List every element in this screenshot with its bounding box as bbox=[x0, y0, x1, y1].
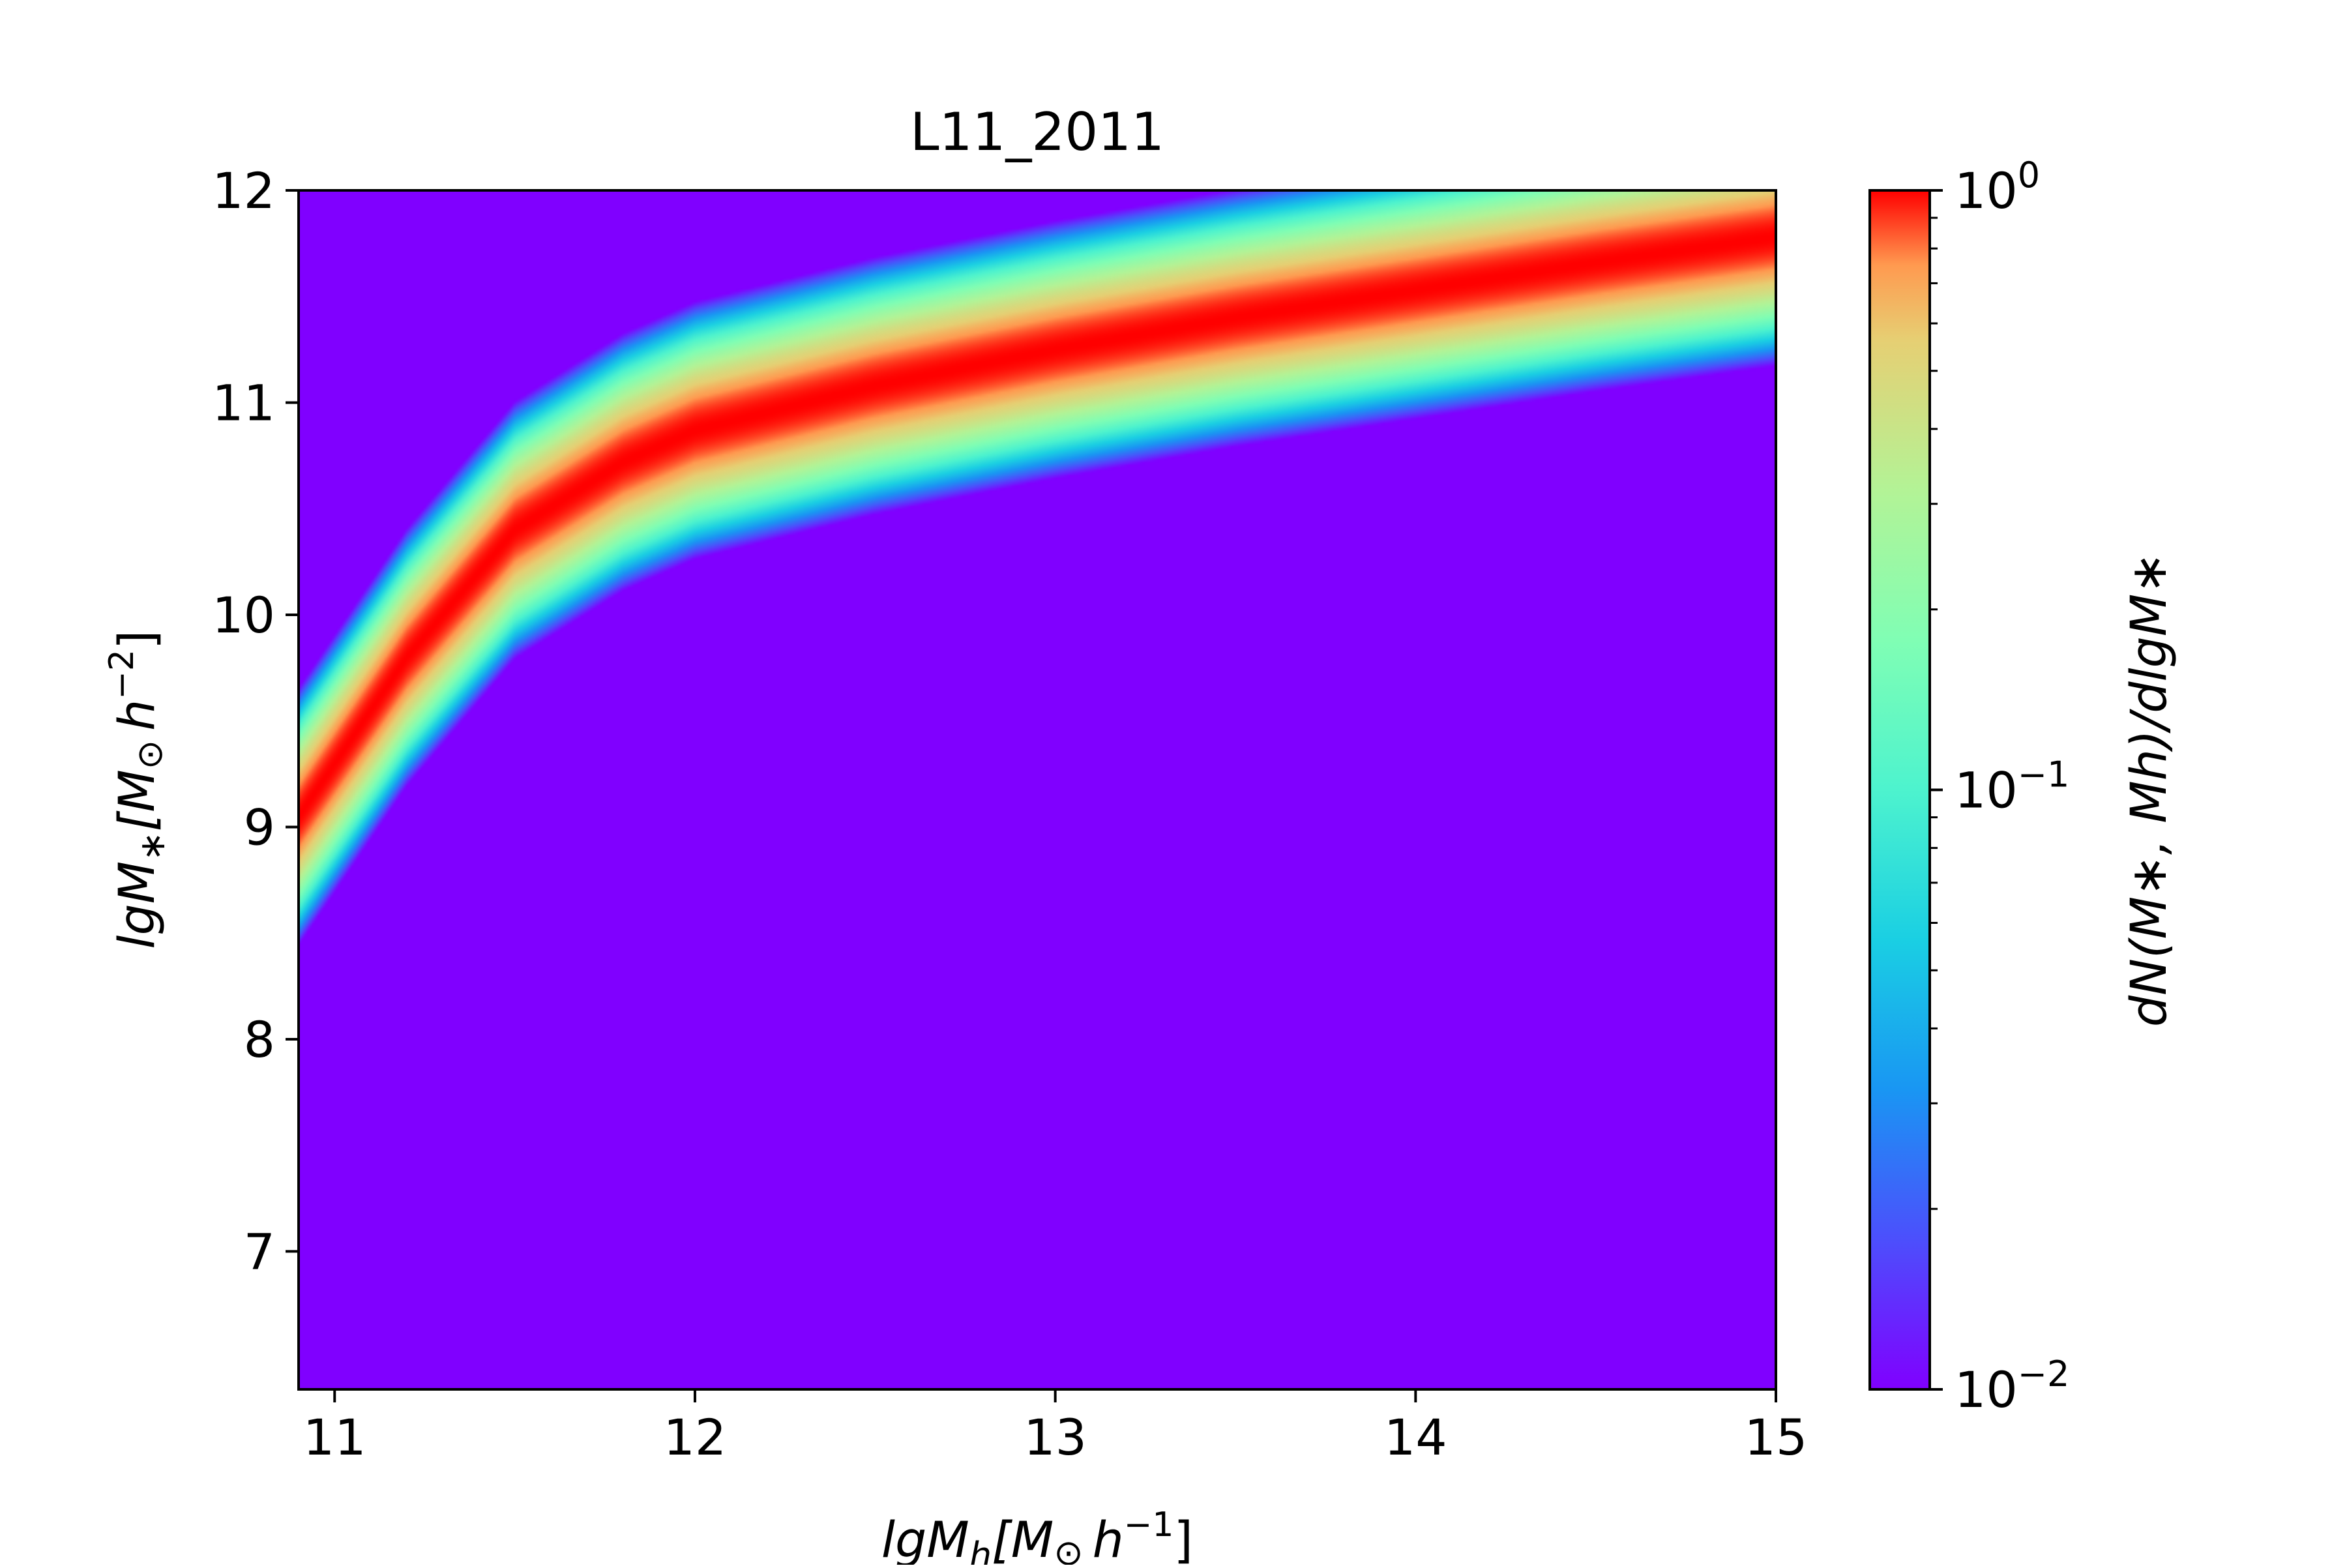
colorbar-tick-label: 10−1 bbox=[1955, 754, 2069, 820]
x-label-bracket-close: ] bbox=[1174, 1511, 1193, 1565]
y-tick-label: 9 bbox=[244, 798, 275, 856]
x-label-bracket-open: [M bbox=[992, 1511, 1054, 1565]
y-label-exp: −2 bbox=[102, 649, 141, 700]
y-tick-label: 7 bbox=[244, 1222, 275, 1280]
y-tick-label: 12 bbox=[212, 162, 275, 220]
x-tick-label: 14 bbox=[1384, 1408, 1447, 1466]
x-label-sun: ⊙ bbox=[1054, 1532, 1083, 1565]
x-tick-label: 13 bbox=[1024, 1408, 1087, 1466]
heatmap-image bbox=[299, 190, 1776, 1389]
colorbar-tick-label: 10−2 bbox=[1955, 1354, 2069, 1419]
colorbar bbox=[1868, 189, 1931, 1391]
x-axis-label: lgMh[M⊙ h−1] bbox=[881, 1505, 1193, 1565]
x-label-base: lgM bbox=[881, 1511, 969, 1565]
x-axis: 11 12 13 14 15 bbox=[303, 1389, 1807, 1466]
x-tick-label: 11 bbox=[303, 1408, 366, 1466]
x-tick-label: 12 bbox=[664, 1408, 727, 1466]
y-label-sun: ⊙ bbox=[129, 740, 170, 769]
y-label-h: h bbox=[108, 700, 166, 731]
y-axis: 7 8 9 10 11 12 bbox=[212, 162, 299, 1280]
x-label-exp: −1 bbox=[1124, 1505, 1174, 1545]
y-tick-label: 11 bbox=[212, 374, 275, 432]
x-tick-label: 15 bbox=[1745, 1408, 1808, 1466]
colorbar-label: dN(M∗, Mh)/dlgM∗ bbox=[2119, 552, 2177, 1027]
chart-title: L11_2011 bbox=[910, 102, 1164, 162]
y-label-bracket-open: [M bbox=[108, 769, 166, 831]
y-tick-label: 10 bbox=[212, 586, 275, 644]
y-axis-label: lgM∗[M⊙ h−2] bbox=[102, 630, 173, 949]
x-label-h: h bbox=[1093, 1511, 1124, 1565]
x-label-sub: h bbox=[969, 1535, 992, 1565]
y-tick-label: 8 bbox=[244, 1011, 275, 1069]
y-label-base: lgM bbox=[108, 861, 166, 949]
y-label-sub: ∗ bbox=[132, 831, 173, 861]
colorbar-tick-label: 100 bbox=[1955, 155, 2040, 220]
plot-frame bbox=[297, 189, 1777, 1391]
colorbar-axis: 10−2 10−1 100 bbox=[1930, 155, 2069, 1419]
y-label-bracket-close: ] bbox=[108, 630, 166, 649]
